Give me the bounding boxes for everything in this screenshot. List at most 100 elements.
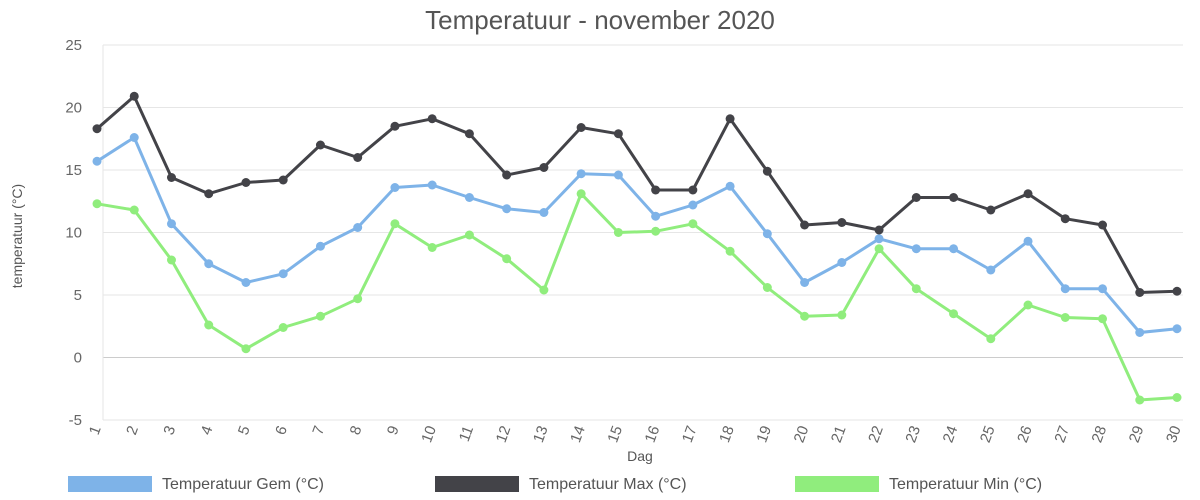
legend-item[interactable]: Temperatuur Gem (°C) [68, 476, 324, 493]
data-point[interactable] [241, 278, 251, 287]
data-point[interactable] [1023, 236, 1033, 246]
x-tick-label: 20 [791, 424, 813, 445]
data-point[interactable] [278, 269, 288, 279]
data-point[interactable] [911, 284, 921, 294]
data-point[interactable] [539, 163, 549, 172]
data-point[interactable] [800, 220, 810, 230]
data-point[interactable] [92, 199, 102, 209]
data-point[interactable] [502, 170, 512, 180]
data-point[interactable] [353, 223, 363, 232]
data-point[interactable] [502, 204, 512, 214]
data-point[interactable] [1023, 300, 1033, 310]
data-point[interactable] [464, 193, 474, 202]
data-point[interactable] [129, 133, 139, 142]
data-point[interactable] [315, 311, 325, 321]
data-point[interactable] [1060, 214, 1070, 224]
data-point[interactable] [800, 311, 810, 321]
data-point[interactable] [911, 193, 921, 202]
data-point[interactable] [837, 258, 847, 267]
data-point[interactable] [1135, 328, 1145, 337]
data-point[interactable] [762, 283, 772, 292]
data-point[interactable] [1172, 393, 1182, 402]
data-point[interactable] [1023, 189, 1033, 199]
data-point[interactable] [949, 309, 959, 319]
data-point[interactable] [651, 211, 661, 221]
data-point[interactable] [762, 229, 772, 239]
data-point[interactable] [166, 255, 176, 265]
data-point[interactable] [762, 166, 772, 176]
data-point[interactable] [800, 278, 810, 287]
data-point[interactable] [315, 241, 325, 251]
data-point[interactable] [986, 265, 996, 275]
data-point[interactable] [837, 218, 847, 227]
data-point[interactable] [92, 124, 102, 134]
data-point[interactable] [837, 310, 847, 320]
data-point[interactable] [874, 234, 884, 244]
data-point[interactable] [353, 294, 363, 304]
x-tick-label: 13 [530, 424, 552, 445]
legend-item[interactable]: Temperatuur Min (°C) [795, 476, 1042, 493]
data-point[interactable] [464, 129, 474, 139]
data-point[interactable] [651, 226, 661, 236]
data-point[interactable] [949, 244, 959, 254]
data-point[interactable] [129, 205, 139, 215]
data-point[interactable] [1135, 288, 1145, 297]
data-point[interactable] [315, 140, 325, 150]
data-point[interactable] [166, 173, 176, 182]
data-point[interactable] [874, 225, 884, 235]
x-tick-label: 21 [828, 424, 850, 445]
data-point[interactable] [688, 185, 698, 195]
data-point[interactable] [986, 334, 996, 344]
data-point[interactable] [688, 200, 698, 210]
x-tick-label: 2 [123, 424, 142, 438]
data-point[interactable] [390, 183, 400, 192]
data-point[interactable] [502, 254, 512, 264]
data-point[interactable] [539, 285, 549, 295]
data-point[interactable] [241, 344, 251, 354]
data-point[interactable] [390, 121, 400, 131]
data-point[interactable] [576, 123, 586, 132]
data-point[interactable] [1172, 286, 1182, 296]
data-point[interactable] [129, 91, 139, 101]
data-point[interactable] [204, 320, 214, 330]
data-point[interactable] [613, 129, 623, 139]
data-point[interactable] [464, 230, 474, 240]
data-point[interactable] [613, 228, 623, 237]
data-point[interactable] [539, 208, 549, 217]
data-point[interactable] [986, 205, 996, 215]
data-point[interactable] [725, 246, 735, 256]
data-point[interactable] [1060, 313, 1070, 322]
data-point[interactable] [278, 175, 288, 185]
x-tick-label: 16 [642, 424, 664, 445]
data-point[interactable] [204, 189, 214, 199]
x-tick-label: 24 [940, 424, 962, 445]
data-point[interactable] [688, 219, 698, 229]
data-point[interactable] [1098, 284, 1108, 294]
data-point[interactable] [390, 219, 400, 229]
data-point[interactable] [1172, 324, 1182, 334]
data-point[interactable] [204, 259, 214, 269]
legend-item[interactable]: Temperatuur Max (°C) [435, 476, 687, 493]
data-point[interactable] [92, 156, 102, 166]
data-point[interactable] [576, 169, 586, 179]
data-point[interactable] [1135, 395, 1145, 405]
data-point[interactable] [725, 114, 735, 124]
data-point[interactable] [911, 244, 921, 254]
data-point[interactable] [241, 178, 251, 187]
data-point[interactable] [949, 193, 959, 202]
data-point[interactable] [725, 181, 735, 191]
data-point[interactable] [613, 170, 623, 180]
data-point[interactable] [1060, 284, 1070, 294]
data-point[interactable] [278, 323, 288, 332]
data-point[interactable] [576, 189, 586, 199]
data-point[interactable] [427, 114, 437, 124]
data-point[interactable] [874, 244, 884, 254]
data-point[interactable] [651, 185, 661, 195]
data-point[interactable] [427, 180, 437, 190]
data-point[interactable] [427, 243, 437, 252]
data-point[interactable] [1098, 220, 1108, 230]
data-point[interactable] [1098, 314, 1108, 324]
data-point[interactable] [353, 153, 363, 162]
data-point[interactable] [166, 219, 176, 229]
